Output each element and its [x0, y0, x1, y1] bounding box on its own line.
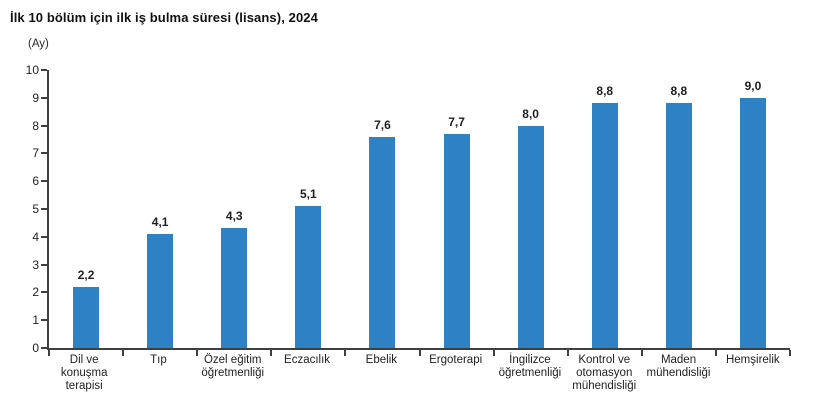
- x-category-label: Eczacılık: [284, 354, 331, 366]
- bar: [443, 133, 470, 348]
- bar-value-label: 8,8: [596, 84, 614, 99]
- y-tick-mark: [41, 263, 47, 266]
- y-tick-mark: [41, 124, 47, 127]
- x-tick-mark: [196, 350, 199, 356]
- x-category-label: İngilizce öğretmenliği: [498, 354, 562, 379]
- y-tick-label: 2: [32, 285, 39, 300]
- y-tick-label: 5: [32, 202, 39, 216]
- bar-value-label: 8,8: [670, 84, 688, 99]
- x-tick-mark: [789, 350, 791, 356]
- y-tick-mark: [41, 180, 47, 183]
- bar-value-label: 4,3: [225, 209, 243, 224]
- bar-value-label: 5,1: [300, 187, 317, 202]
- bar: [517, 125, 544, 348]
- x-tick-mark: [566, 350, 569, 356]
- y-tick-label: 10: [25, 63, 39, 77]
- x-category-label: Maden mühendisliği: [646, 354, 711, 379]
- bar: [147, 234, 174, 348]
- y-tick-label: 8: [32, 118, 39, 133]
- x-tick-mark: [344, 350, 347, 356]
- plot-area: 0 1 2 3 4 5 6 7 8 9 10 2,2 4,1 4,3 5,1 7,6 7,7 8,0 8,8 8,8 9…: [26, 63, 791, 356]
- x-category-label: Dil ve konuşma terapisi: [60, 354, 108, 392]
- x-category-label: Kontrol ve otomasyon mühendisliği: [572, 354, 637, 392]
- y-tick-label: 0: [32, 341, 39, 355]
- y-tick-mark: [41, 152, 47, 155]
- y-axis-unit-label: (Ay): [28, 38, 49, 50]
- x-tick-mark: [492, 350, 495, 356]
- y-tick-label: 4: [32, 229, 39, 244]
- y-tick-mark: [41, 319, 47, 322]
- chart-title: İlk 10 bölüm için ilk iş bulma süresi (l…: [10, 10, 318, 25]
- bar: [295, 206, 322, 348]
- y-tick-mark: [41, 235, 47, 238]
- bar-value-label: 8,0: [522, 106, 539, 121]
- x-axis-category-labels: Dil ve konuşma terapisi Tıp Özel eğitim öğ…: [47, 354, 790, 393]
- x-category-label: Hemşirelik: [725, 354, 780, 366]
- y-tick-mark: [41, 208, 47, 210]
- y-tick-label: 7: [32, 146, 39, 161]
- y-tick-mark: [41, 69, 47, 71]
- x-tick-mark: [122, 350, 125, 356]
- bar: [369, 136, 396, 348]
- bar-value-label: 2,2: [77, 267, 95, 282]
- y-tick-label: 3: [32, 257, 39, 272]
- bar: [591, 103, 618, 348]
- y-tick-label: 1: [32, 313, 39, 328]
- x-tick-mark: [418, 350, 421, 356]
- x-tick-mark: [48, 350, 50, 356]
- x-tick-mark: [640, 350, 643, 356]
- bar-value-label: 4,1: [151, 215, 169, 230]
- x-category-label: Tıp: [150, 354, 167, 366]
- bar: [221, 228, 248, 348]
- x-category-label: Ergoterapi: [429, 354, 483, 366]
- bar: [73, 286, 100, 348]
- y-tick-label: 6: [32, 174, 39, 189]
- y-tick-mark: [41, 291, 47, 294]
- bar: [665, 103, 692, 348]
- x-category-label: Özel eğitim öğretmenliği: [201, 354, 265, 379]
- bar-value-label: 7,7: [448, 114, 465, 129]
- x-tick-mark: [270, 350, 273, 356]
- y-tick-label: 9: [32, 90, 39, 105]
- x-category-label: Ebelik: [365, 354, 397, 366]
- y-tick-mark: [41, 96, 47, 99]
- bar-value-label: 9,0: [744, 78, 762, 93]
- y-tick-mark: [41, 347, 47, 349]
- bar: [739, 97, 766, 348]
- x-tick-mark: [714, 350, 717, 356]
- bar-value-label: 7,6: [374, 117, 391, 132]
